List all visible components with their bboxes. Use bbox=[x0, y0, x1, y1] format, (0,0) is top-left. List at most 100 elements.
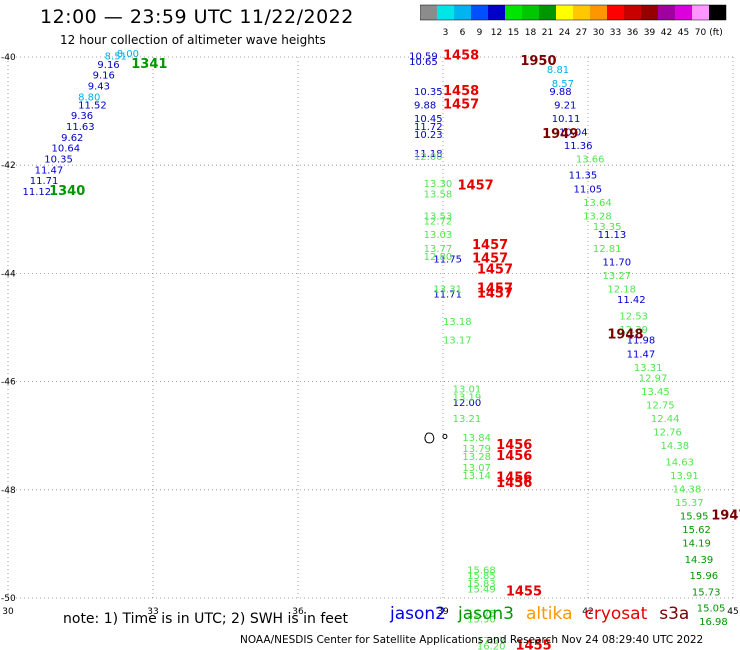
color-bin-label: 70 bbox=[695, 28, 707, 38]
wave-height-label: 14.39 bbox=[685, 555, 714, 566]
wave-height-label: 13.53 bbox=[424, 211, 453, 222]
wave-height-label: 9.62 bbox=[61, 133, 83, 144]
wave-height-label: 11.18 bbox=[414, 149, 443, 160]
color-bin-label: 30 bbox=[593, 28, 605, 38]
wave-height-label: 12.00 bbox=[414, 152, 443, 163]
wave-height-label: 10.64 bbox=[52, 144, 81, 155]
color-bin-label: 45 bbox=[678, 28, 689, 38]
wave-height-label: 8.80 bbox=[78, 92, 100, 103]
wave-height-label: 11.36 bbox=[564, 141, 593, 152]
wave-height-label: 15.68 bbox=[467, 566, 496, 577]
x-tick-label: 33 bbox=[147, 607, 158, 617]
color-bin-label: 33 bbox=[610, 28, 621, 38]
y-tick-label: -44 bbox=[1, 269, 16, 279]
time-label: 1455 bbox=[516, 638, 552, 650]
wave-height-label: 15.83 bbox=[467, 579, 496, 590]
wave-height-label: 13.27 bbox=[603, 271, 632, 282]
time-label: 1457 bbox=[443, 97, 479, 112]
wave-height-label: 11.98 bbox=[627, 336, 656, 347]
time-label: 1948 bbox=[607, 327, 643, 342]
time-label: 1456 bbox=[496, 476, 532, 491]
color-scale-legend: 3 6 9 12 15 18 21 24 27 30 33 36 39 42 45 70 (ft) bbox=[419, 4, 730, 40]
wave-height-label: 10.45 bbox=[414, 114, 443, 125]
wave-height-label: 11.70 bbox=[603, 257, 632, 268]
credit-line: NOAA/NESDIS Center for Satellite Applica… bbox=[240, 634, 704, 646]
wave-height-label: 13.84 bbox=[462, 433, 491, 444]
wave-height-label: 8.51 bbox=[105, 52, 127, 63]
color-bin bbox=[658, 5, 675, 20]
color-bin bbox=[641, 5, 658, 20]
time-label: 1947 bbox=[711, 509, 740, 524]
color-bin bbox=[709, 5, 726, 20]
wave-height-label: 11.35 bbox=[569, 171, 598, 182]
wave-height-label: 15.95 bbox=[680, 512, 709, 523]
wave-height-label: 13.91 bbox=[670, 471, 699, 482]
wave-height-label: 11.47 bbox=[627, 349, 656, 360]
x-tick-label: 39 bbox=[437, 607, 449, 617]
wave-height-label: 13.07 bbox=[462, 463, 491, 474]
wave-height-label: 12.80 bbox=[424, 252, 453, 263]
color-bin bbox=[437, 5, 454, 20]
satellite-legend: jason2 jason3 altika cryosat s3a bbox=[390, 604, 689, 624]
satellite-jason2: jason2 bbox=[390, 604, 446, 624]
time-label: 1456 bbox=[496, 438, 532, 453]
color-bin-label: 3 bbox=[443, 28, 449, 38]
x-tick-label: 36 bbox=[292, 607, 304, 617]
wave-height-label: 8.57 bbox=[552, 79, 574, 90]
y-tick-label: -48 bbox=[1, 486, 16, 496]
wave-height-label: 13.28 bbox=[583, 211, 612, 222]
wave-height-label: 11.47 bbox=[35, 165, 64, 176]
color-bin bbox=[539, 5, 556, 20]
wave-height-label: 10.23 bbox=[414, 130, 443, 141]
wave-height-label: 10.35 bbox=[44, 154, 73, 165]
wave-height-label: 13.45 bbox=[641, 387, 670, 398]
footnote: note: 1) Time is in UTC; 2) SWH is in fe… bbox=[63, 611, 349, 627]
wave-height-label: 15.49 bbox=[467, 585, 496, 596]
wave-height-label: 9.16 bbox=[97, 60, 119, 71]
wave-height-label: 15.73 bbox=[692, 587, 721, 598]
x-tick-label: 42 bbox=[582, 607, 593, 617]
wave-height-label: 11.42 bbox=[617, 295, 646, 306]
color-bin bbox=[556, 5, 573, 20]
wave-height-label: 13.18 bbox=[443, 317, 472, 328]
wave-height-label: 13.79 bbox=[462, 444, 491, 455]
color-scale-border bbox=[419, 4, 727, 21]
time-label: 1456 bbox=[496, 471, 532, 486]
color-bin-label: 12 bbox=[491, 28, 502, 38]
color-bin bbox=[573, 5, 590, 20]
wave-height-label: 13.77 bbox=[424, 244, 453, 255]
wave-height-label: 12.75 bbox=[646, 401, 675, 412]
y-tick-label: -42 bbox=[1, 161, 16, 171]
color-bin bbox=[471, 5, 488, 20]
wave-height-label: 9.88 bbox=[414, 100, 436, 111]
time-label: 1457 bbox=[458, 179, 494, 194]
satellite-jason3: jason3 bbox=[458, 604, 514, 624]
x-tick-label: 30 bbox=[2, 607, 14, 617]
y-tick-label: -50 bbox=[1, 594, 16, 604]
wave-height-label: 10.11 bbox=[552, 114, 581, 125]
wave-height-label: 15.75 bbox=[467, 609, 496, 620]
wave-height-label: 13.21 bbox=[453, 414, 482, 425]
color-bin bbox=[505, 5, 522, 20]
wave-height-label: 10.59 bbox=[409, 52, 438, 63]
wave-height-label: 8.81 bbox=[547, 65, 569, 76]
y-tick-label: -40 bbox=[1, 53, 16, 63]
wave-height-label: 15.62 bbox=[682, 525, 711, 536]
color-bin-label: 24 bbox=[559, 28, 571, 38]
wave-height-label: 11.63 bbox=[66, 122, 95, 133]
time-label: 1457 bbox=[477, 287, 513, 302]
wave-height-label: 12.53 bbox=[619, 311, 648, 322]
wave-height-label: 11.05 bbox=[574, 184, 603, 195]
wave-height-label: 8.00 bbox=[117, 49, 139, 60]
wave-height-label: 13.14 bbox=[462, 471, 491, 482]
wave-height-label: 13.64 bbox=[583, 198, 612, 209]
color-bin-label: 21 bbox=[542, 28, 553, 38]
wave-height-label: 15.50 bbox=[467, 614, 496, 625]
satellite-cryosat: cryosat bbox=[584, 604, 648, 624]
chart-subtitle: 12 hour collection of altimeter wave hei… bbox=[60, 33, 326, 47]
wave-height-label: 13.31 bbox=[433, 284, 462, 295]
wave-height-label: 13.35 bbox=[593, 222, 622, 233]
wave-height-label: 13.28 bbox=[462, 452, 491, 463]
color-bin bbox=[488, 5, 505, 20]
wave-height-label: 15.05 bbox=[697, 604, 726, 615]
